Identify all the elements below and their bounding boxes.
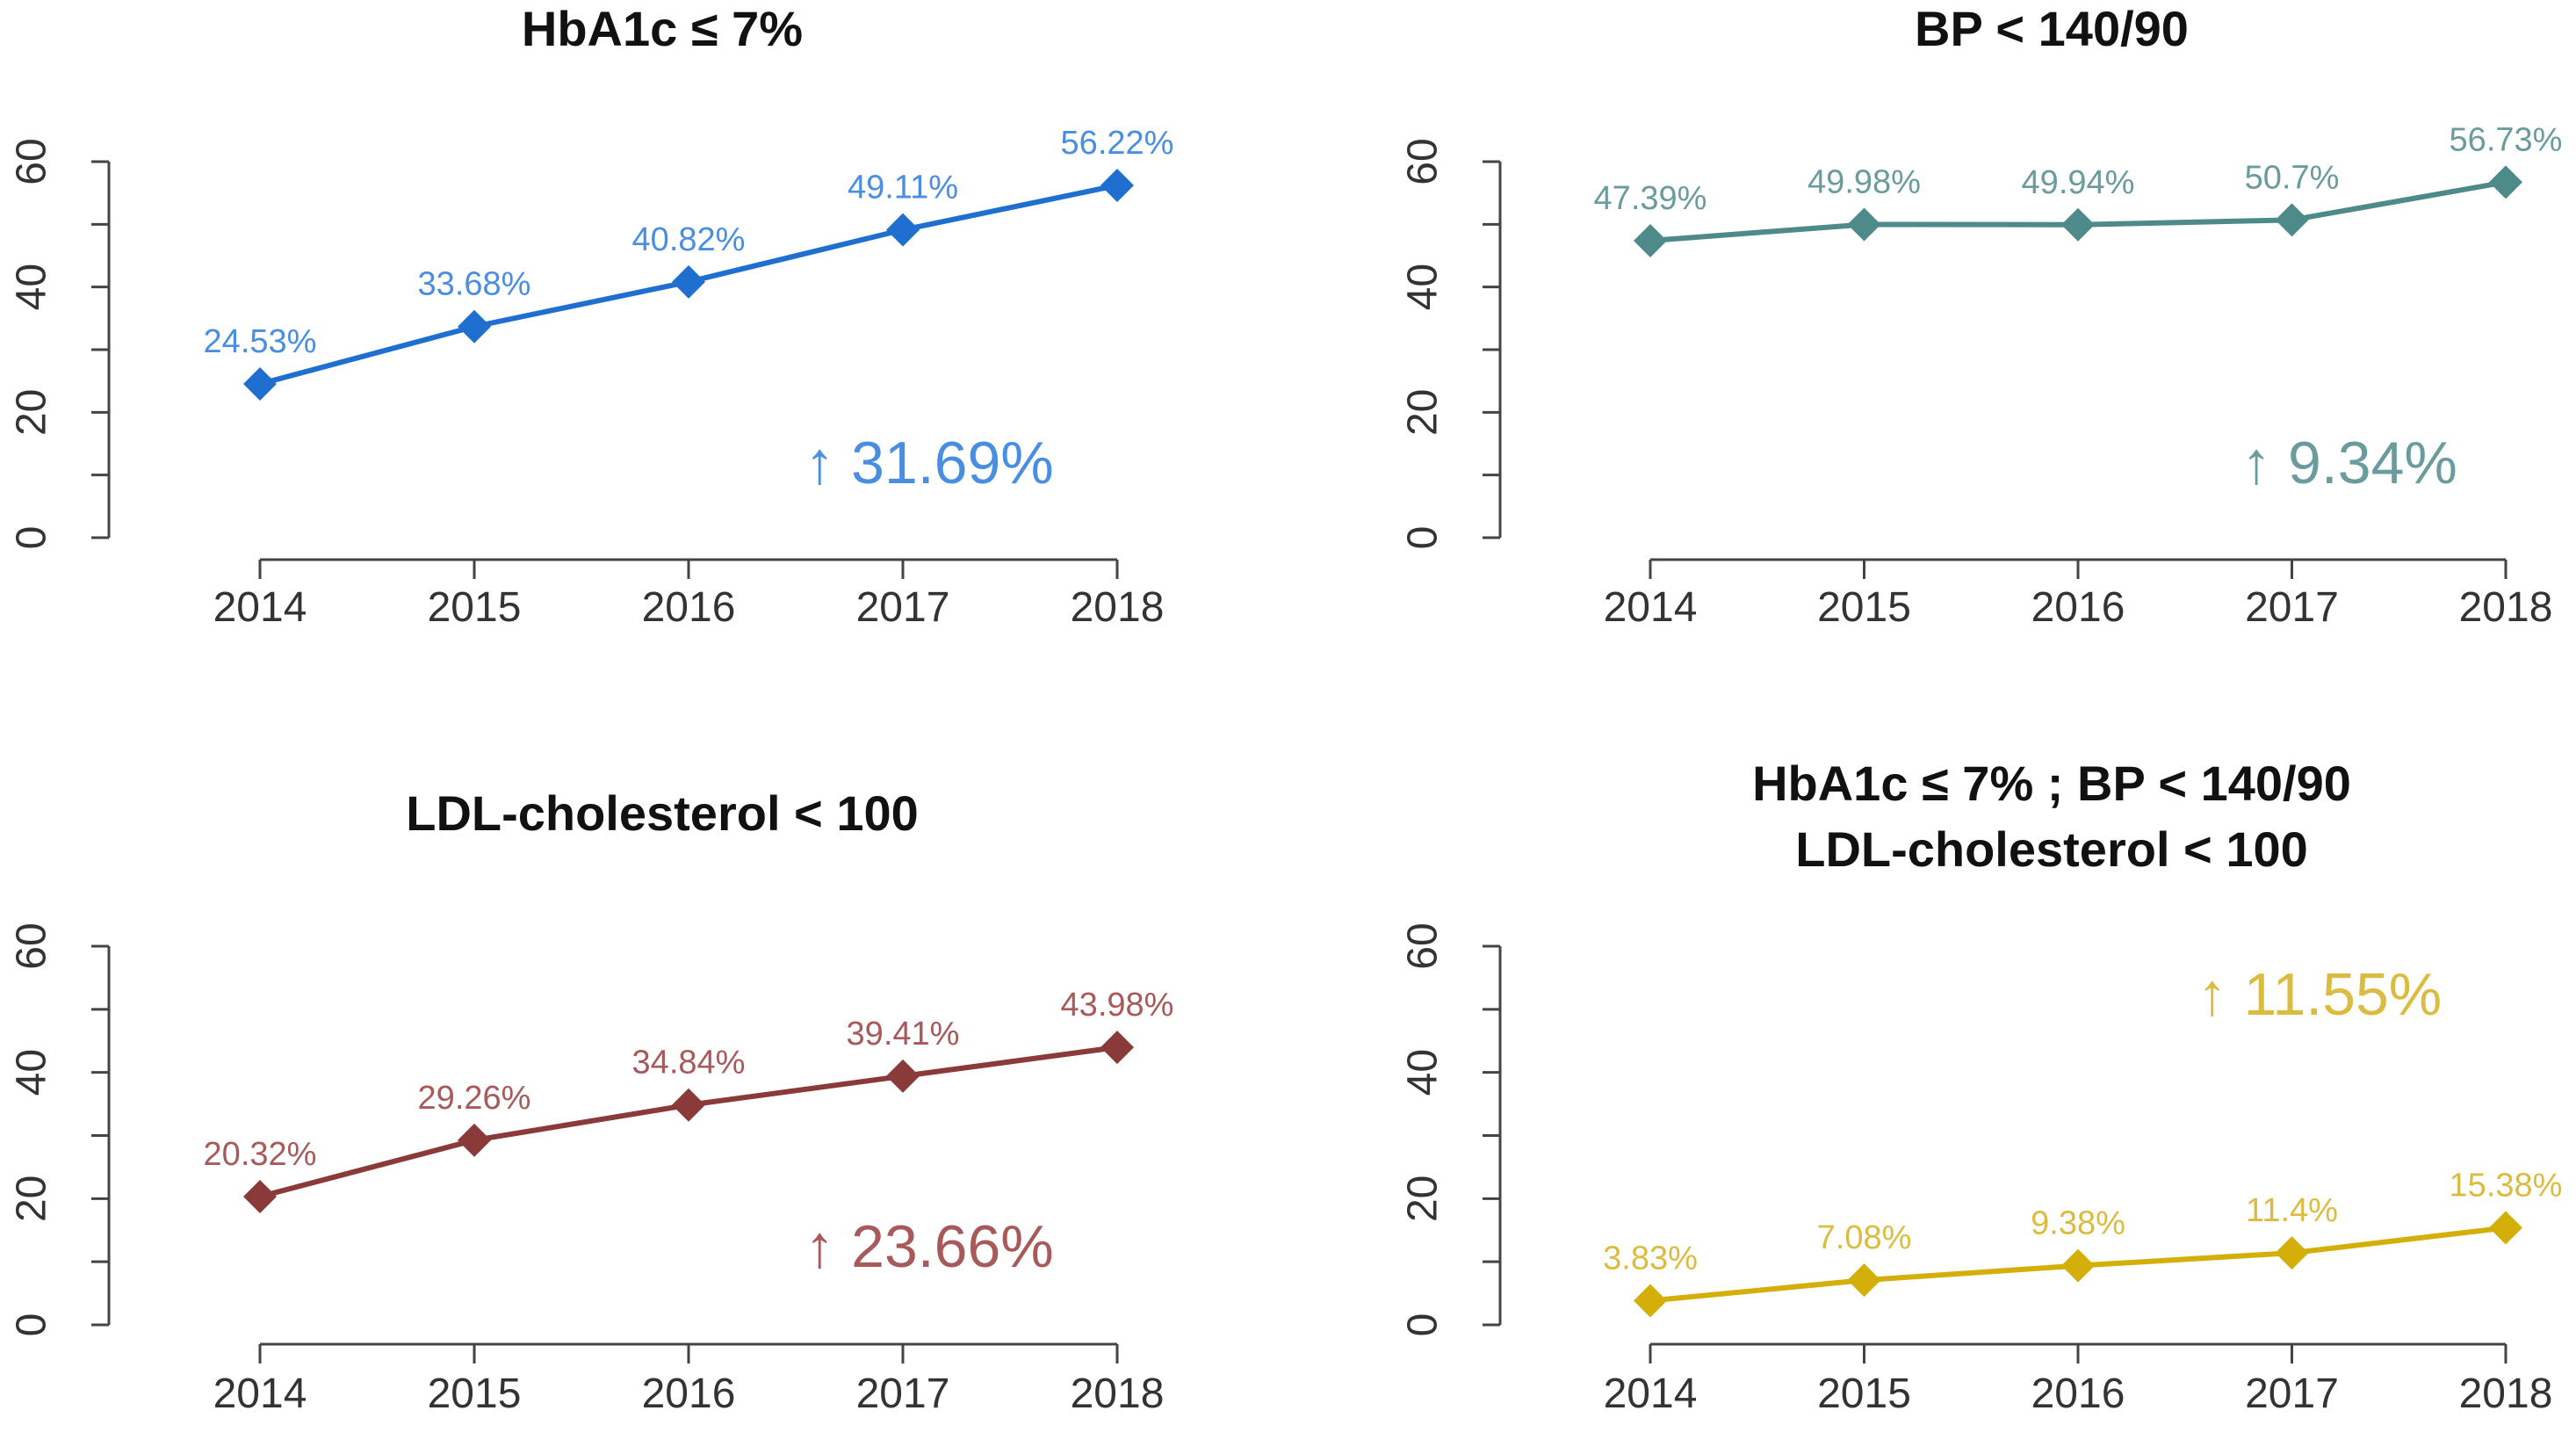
y-tick-label: 40: [9, 1049, 55, 1096]
data-point-marker: [2275, 1236, 2309, 1270]
data-point-label: 34.84%: [632, 1045, 746, 1081]
data-point-marker: [2275, 203, 2309, 237]
x-tick-label: 2017: [2245, 1371, 2339, 1417]
x-tick-label: 2014: [213, 1371, 307, 1417]
y-tick-label: 0: [9, 526, 55, 550]
x-tick-label: 2018: [2459, 584, 2553, 631]
data-point-label: 49.94%: [2022, 164, 2135, 201]
data-point-marker: [672, 1088, 705, 1122]
data-point-label: 33.68%: [418, 266, 531, 303]
x-tick-label: 2016: [642, 1371, 736, 1417]
y-tick-label: 0: [1400, 526, 1447, 550]
data-point-marker: [886, 1059, 920, 1093]
data-point-marker: [2061, 1248, 2095, 1283]
data-point-marker: [243, 1180, 277, 1214]
data-point-marker: [1634, 1284, 1667, 1318]
data-point-label: 11.4%: [2246, 1192, 2338, 1229]
data-point-label: 9.38%: [2031, 1205, 2125, 1242]
data-point-label: 56.73%: [2450, 121, 2563, 158]
x-tick-label: 2015: [1817, 1371, 1911, 1417]
chart-title: LDL-cholesterol < 100: [1795, 821, 2308, 877]
data-point-label: 47.39%: [1594, 180, 1707, 217]
y-tick-label: 0: [1400, 1313, 1447, 1337]
y-tick-label: 40: [9, 264, 55, 310]
data-point-label: 24.53%: [204, 323, 317, 360]
data-point-marker: [1847, 207, 1881, 242]
data-point-label: 39.41%: [847, 1016, 960, 1053]
data-point-label: 56.22%: [1061, 125, 1174, 162]
y-tick-label: 20: [9, 1175, 55, 1222]
data-point-marker: [672, 264, 705, 299]
x-tick-label: 2015: [428, 584, 522, 631]
x-tick-label: 2014: [213, 584, 307, 631]
y-tick-label: 20: [1400, 389, 1447, 436]
data-point-marker: [2061, 207, 2095, 242]
change-annotation: ↑ 31.69%: [805, 430, 1054, 496]
x-tick-label: 2016: [2031, 1371, 2125, 1417]
data-point-marker: [243, 367, 277, 401]
x-tick-label: 2014: [1604, 584, 1698, 631]
data-point-label: 7.08%: [1817, 1219, 1912, 1256]
change-annotation: ↑ 23.66%: [805, 1213, 1054, 1280]
data-point-marker: [1100, 1031, 1134, 1065]
x-tick-label: 2018: [2459, 1371, 2553, 1417]
change-annotation: ↑ 9.34%: [2241, 430, 2457, 496]
data-point-label: 43.98%: [1061, 987, 1174, 1024]
x-tick-label: 2017: [2245, 584, 2339, 631]
data-point-marker: [2489, 1211, 2522, 1245]
data-point-marker: [886, 213, 920, 247]
data-point-marker: [458, 1123, 491, 1157]
x-tick-label: 2014: [1604, 1371, 1698, 1417]
x-tick-label: 2018: [1071, 1371, 1165, 1417]
chart-title: HbA1c ≤ 7% ; BP < 140/90: [1752, 756, 2351, 811]
data-point-marker: [458, 309, 491, 344]
data-point-label: 20.32%: [204, 1136, 317, 1173]
x-tick-label: 2016: [2031, 584, 2125, 631]
data-point-label: 15.38%: [2450, 1168, 2563, 1204]
x-tick-label: 2017: [856, 1371, 950, 1417]
y-tick-label: 40: [1400, 1049, 1447, 1096]
x-tick-label: 2015: [1817, 584, 1911, 631]
y-tick-label: 60: [1400, 138, 1447, 184]
data-point-marker: [2489, 165, 2522, 199]
y-tick-label: 0: [9, 1313, 55, 1337]
data-point-label: 49.11%: [848, 170, 958, 206]
change-annotation: ↑ 11.55%: [2197, 961, 2442, 1028]
chart-title: BP < 140/90: [1915, 1, 2189, 56]
data-point-marker: [1634, 223, 1667, 257]
data-point-label: 49.98%: [1808, 163, 1921, 200]
y-tick-label: 20: [9, 389, 55, 436]
y-tick-label: 20: [1400, 1175, 1447, 1222]
chart-title: LDL-cholesterol < 100: [406, 785, 919, 841]
x-tick-label: 2017: [856, 584, 950, 631]
chart-title: HbA1c ≤ 7%: [522, 1, 803, 56]
y-tick-label: 60: [1400, 922, 1447, 969]
x-tick-label: 2015: [428, 1371, 522, 1417]
data-point-label: 29.26%: [418, 1080, 531, 1117]
y-tick-label: 60: [9, 922, 55, 969]
data-point-label: 40.82%: [632, 221, 746, 258]
y-tick-label: 40: [1400, 264, 1447, 310]
data-point-marker: [1100, 168, 1134, 202]
data-point-label: 50.7%: [2245, 159, 2340, 196]
data-point-label: 3.83%: [1603, 1240, 1698, 1277]
y-tick-label: 60: [9, 138, 55, 184]
x-tick-label: 2016: [642, 584, 736, 631]
x-tick-label: 2018: [1071, 584, 1165, 631]
data-point-marker: [1847, 1263, 1881, 1298]
